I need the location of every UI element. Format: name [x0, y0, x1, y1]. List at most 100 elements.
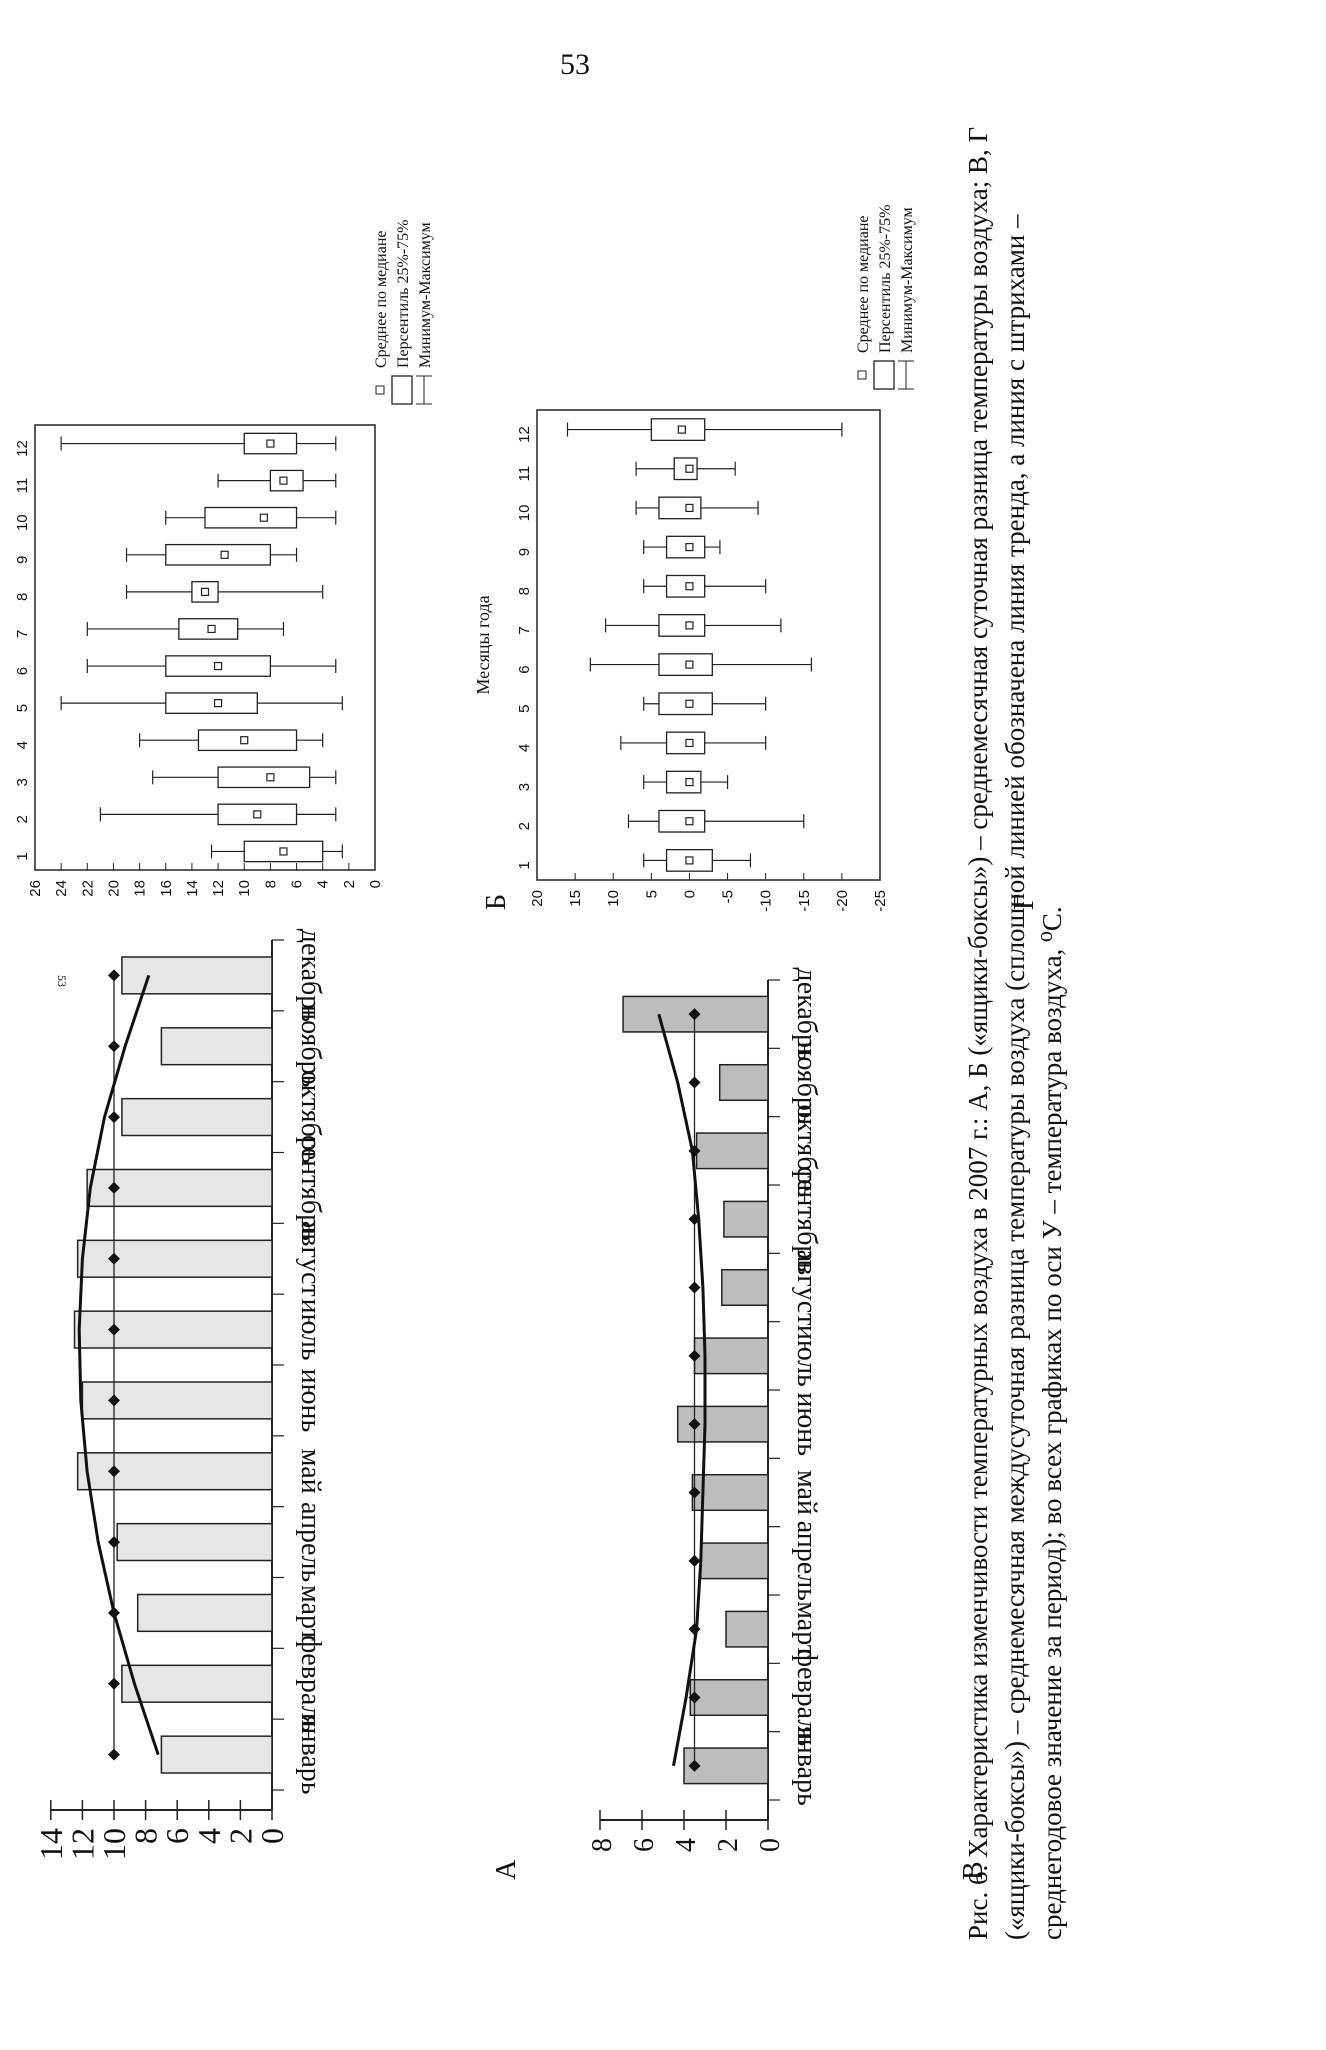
bar	[76, 1452, 273, 1491]
value-tick-label: 26	[27, 880, 44, 897]
category-label: июнь	[295, 1369, 326, 1433]
bar	[116, 1522, 273, 1562]
mean-marker	[108, 1677, 120, 1690]
category-label: март	[791, 1601, 822, 1657]
category-label: октябрь	[295, 1071, 326, 1164]
box	[165, 543, 272, 566]
legend-mean-icon	[375, 385, 385, 395]
panel-b-box-chart: 02468101214161820222426123456789101112Ме…	[14, 220, 434, 897]
value-tick-label: 20	[529, 890, 546, 907]
box	[658, 613, 706, 637]
mean-marker	[685, 503, 694, 513]
value-tick-label: -20	[834, 890, 851, 912]
mean-marker	[108, 1536, 120, 1549]
value-tick-label: 8	[128, 1828, 164, 1844]
category-label: июль	[791, 1325, 822, 1387]
value-tick-label: 0	[681, 890, 698, 898]
category-label: 1	[516, 861, 533, 869]
category-label: январь	[295, 1715, 326, 1795]
value-tick-label: 18	[132, 880, 149, 897]
category-label: 3	[14, 778, 31, 786]
bar	[693, 1337, 769, 1375]
mean-marker	[688, 1486, 701, 1499]
value-tick-label: 0	[755, 1838, 786, 1852]
value-tick-label: 2	[341, 880, 358, 888]
mean-marker	[259, 513, 268, 522]
mean-marker	[240, 736, 249, 745]
mean-marker	[685, 817, 694, 826]
mean-marker	[688, 1759, 701, 1772]
mean-marker	[688, 1554, 701, 1567]
category-label: 5	[14, 704, 31, 712]
mean-marker	[266, 439, 275, 448]
category-label: март	[295, 1585, 326, 1641]
plot-frame	[536, 409, 881, 881]
category-label: 10	[14, 514, 31, 531]
category-label: ноябрь	[791, 1041, 822, 1123]
mean-marker	[688, 1076, 701, 1089]
category-label: июнь	[791, 1392, 822, 1456]
category-label: февраль	[791, 1649, 822, 1746]
legend-label-mean: Среднее по медиане	[373, 230, 390, 368]
mean-marker	[279, 476, 288, 485]
value-tick-label: -25	[872, 890, 889, 912]
category-label: август	[791, 1250, 822, 1326]
value-tick-label: 6	[629, 1838, 660, 1852]
bar	[689, 1678, 769, 1717]
mean-marker	[688, 1008, 701, 1021]
mean-marker	[685, 621, 694, 630]
value-tick-label: -15	[796, 890, 813, 912]
category-label: февраль	[295, 1635, 326, 1732]
mean-marker	[213, 661, 223, 671]
panel-label-b: Б	[481, 894, 512, 910]
value-tick-label: 10	[236, 880, 253, 897]
bar	[718, 1063, 769, 1102]
bar	[121, 956, 273, 995]
mean-marker	[108, 1394, 120, 1407]
category-label: декабрь	[791, 968, 822, 1061]
category-label: 6	[14, 667, 31, 675]
value-tick-label: 14	[184, 880, 201, 897]
mean-marker	[685, 542, 694, 552]
value-tick-label: 20	[105, 880, 122, 897]
mean-marker	[279, 847, 288, 856]
mean-marker	[685, 856, 694, 865]
bar	[723, 1200, 769, 1238]
panel-label-a: А	[491, 1859, 522, 1880]
category-label: декабрь	[295, 929, 326, 1022]
category-label: 11	[516, 466, 533, 482]
bar	[76, 1239, 273, 1278]
mean-marker	[685, 582, 694, 591]
legend-label-box: Персентиль 25%-75%	[395, 220, 412, 368]
category-label: январь	[791, 1726, 822, 1806]
category-label: май	[295, 1449, 326, 1494]
box	[665, 770, 702, 794]
legend-label-box: Персентиль 25%-75%	[877, 205, 894, 353]
mean-marker	[253, 810, 262, 819]
box	[217, 766, 311, 789]
value-tick-label: 22	[79, 880, 96, 897]
value-tick-label: 10	[605, 890, 622, 907]
mean-marker	[108, 1181, 120, 1194]
box	[204, 506, 298, 529]
value-tick-label: 0	[367, 880, 384, 888]
box	[658, 496, 702, 520]
legend-label-whisker: Минимум-Максимум	[899, 207, 916, 353]
value-tick-label: 6	[159, 1828, 195, 1844]
legend-label-whisker: Минимум-Максимум	[417, 222, 434, 368]
category-label: 4	[516, 744, 533, 752]
value-tick-label: 2	[713, 1838, 744, 1852]
value-tick-label: 10	[96, 1828, 132, 1860]
value-tick-label: 8	[262, 880, 279, 888]
bar	[695, 1132, 769, 1170]
value-tick-label: 24	[53, 880, 70, 897]
mean-marker	[108, 1040, 120, 1053]
legend-mean-icon	[857, 370, 867, 380]
mean-marker	[108, 1748, 120, 1761]
mean-marker	[266, 773, 275, 782]
page-number: 53	[560, 48, 590, 81]
mean-marker	[108, 969, 120, 982]
bar	[160, 1735, 273, 1774]
box	[658, 809, 706, 833]
